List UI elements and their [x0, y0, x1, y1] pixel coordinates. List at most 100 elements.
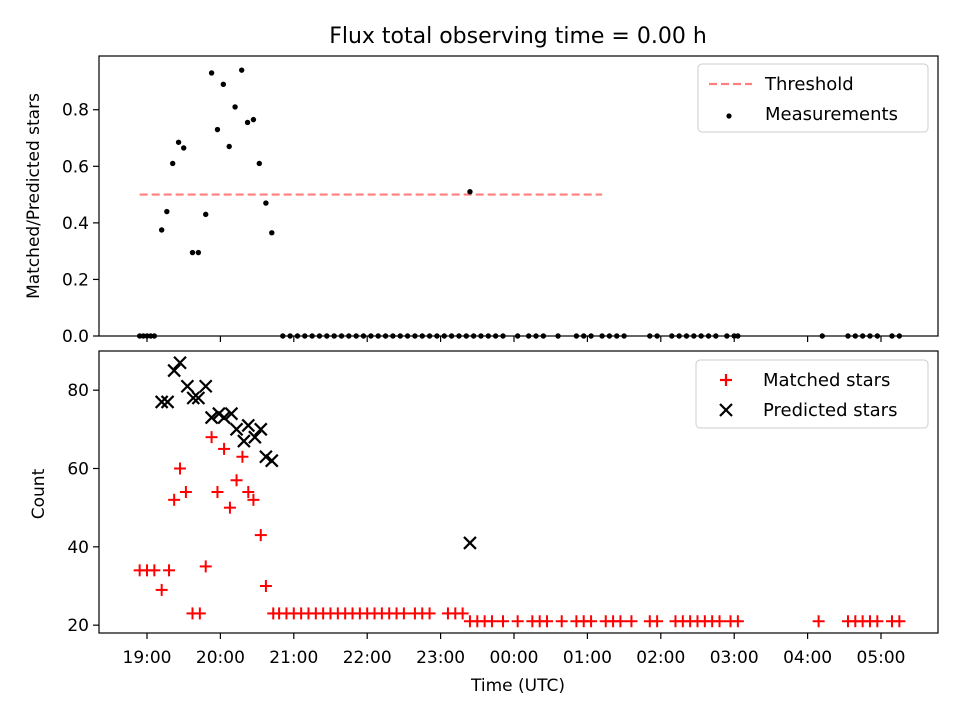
matched-star-point: [259, 580, 272, 592]
measurement-point: [214, 126, 221, 133]
matched-star-point: [247, 493, 260, 506]
matched-star-point: [893, 615, 906, 628]
matched-star-point: [205, 431, 218, 444]
top-y-tick-label: 0.2: [62, 270, 89, 290]
predicted-star-point: [186, 391, 201, 405]
bottom-y-tick-label: 60: [67, 460, 89, 480]
top-plot-frame: [98, 55, 939, 337]
matched-star-point: [651, 615, 664, 628]
matched-star-point: [211, 486, 224, 498]
x-axis-label: Time (UTC): [470, 676, 565, 696]
x-tick-label: 04:00: [783, 648, 832, 668]
predicted-star-point: [191, 391, 206, 405]
matched-star-point: [218, 442, 231, 455]
measurement-point: [226, 143, 232, 150]
measurement-point: [208, 70, 215, 76]
x-tick-label: 20:00: [196, 648, 245, 668]
matched-star-point: [179, 486, 192, 498]
matched-star-point: [168, 493, 181, 506]
matched-star-point: [614, 615, 627, 628]
bottom-legend-frame: [695, 359, 929, 429]
legend-predicted-label: Predicted stars: [763, 400, 897, 421]
top-y-tick-label: 0.8: [62, 101, 89, 121]
matched-star-point: [174, 462, 187, 475]
measurement-point: [250, 116, 257, 123]
measurement-point: [158, 227, 165, 233]
x-tick-label: 01:00: [563, 648, 612, 668]
matched-star-point: [155, 583, 168, 596]
predicted-star-point: [217, 410, 231, 425]
matched-star-point: [193, 607, 206, 620]
measurement-point: [175, 139, 182, 145]
x-tick-label: 19:00: [123, 648, 172, 668]
matched-star-point: [871, 615, 884, 628]
measurement-point: [244, 119, 251, 126]
matched-star-point: [223, 501, 236, 514]
measurement-point: [263, 200, 269, 206]
predicted-star-point: [241, 418, 256, 433]
measurement-point: [269, 230, 275, 236]
x-tick-label: 22:00: [343, 648, 392, 668]
predicted-star-point: [198, 379, 213, 394]
chart-title: Flux total observing time = 0.00 h: [329, 24, 707, 49]
matched-star-point: [242, 486, 255, 498]
matched-star-point: [163, 564, 176, 577]
bottom-plot-frame: [98, 350, 939, 634]
legend-matched-swatch: [720, 374, 732, 386]
measurement-point: [238, 67, 245, 73]
matched-star-point: [585, 615, 598, 628]
predicted-star-point: [204, 410, 219, 425]
count-points: [133, 355, 906, 628]
predicted-star-point: [173, 355, 187, 370]
top-y-axis-label: Matched/Predicted stars: [24, 93, 44, 299]
legend-measurements-label: Measurements: [765, 104, 898, 125]
x-tick-label: 00:00: [490, 648, 539, 668]
predicted-star-point: [265, 453, 279, 468]
measurement-point: [189, 249, 196, 256]
top-y-tick-label: 0.0: [62, 327, 89, 347]
predicted-star-point: [463, 536, 477, 550]
matched-star-point: [731, 615, 744, 628]
matched-star-point: [456, 607, 469, 620]
x-tick-label: 05:00: [857, 648, 906, 668]
matched-star-point: [713, 615, 726, 628]
measurement-point: [256, 160, 263, 167]
predicted-star-point: [237, 434, 251, 448]
predicted-star-point: [154, 395, 169, 409]
predicted-star-point: [259, 449, 273, 464]
legend-predicted-swatch: [719, 403, 733, 417]
predicted-star-point: [160, 395, 175, 409]
predicted-star-point: [253, 422, 268, 437]
measurement-point: [195, 249, 202, 256]
top-y-ticks: 0.0 0.2 0.4 0.6 0.8: [62, 101, 99, 347]
x-tick-label: 02:00: [636, 648, 685, 668]
legend-matched-label: Matched stars: [763, 370, 890, 391]
predicted-star-point: [180, 379, 195, 394]
top-y-tick-label: 0.6: [62, 157, 89, 177]
matched-star-point: [199, 560, 212, 573]
matched-star-point: [397, 607, 410, 620]
matched-star-point: [254, 529, 267, 542]
bottom-y-axis-label: Count: [29, 468, 49, 519]
bottom-y-tick-label: 20: [67, 616, 89, 636]
x-tick-label: 03:00: [710, 648, 759, 668]
top-legend: Threshold Measurements: [697, 63, 929, 133]
predicted-star-point: [167, 363, 181, 378]
predicted-star-point: [248, 430, 262, 444]
predicted-star-point: [224, 406, 239, 421]
bottom-y-tick-label: 40: [67, 538, 89, 558]
bottom-legend: Matched stars Predicted stars: [695, 359, 929, 429]
matched-star-point: [485, 615, 498, 628]
matched-star-point: [496, 615, 509, 628]
measurement-point: [169, 160, 176, 167]
measurement-point: [181, 145, 187, 151]
top-legend-frame: [697, 63, 929, 133]
matched-star-point: [812, 615, 825, 628]
matched-star-point: [236, 450, 249, 463]
matched-star-point: [511, 615, 524, 628]
matched-star-point: [423, 607, 436, 620]
matched-star-point: [148, 564, 161, 577]
measurement-point: [220, 81, 227, 87]
measurement-point: [164, 208, 170, 215]
